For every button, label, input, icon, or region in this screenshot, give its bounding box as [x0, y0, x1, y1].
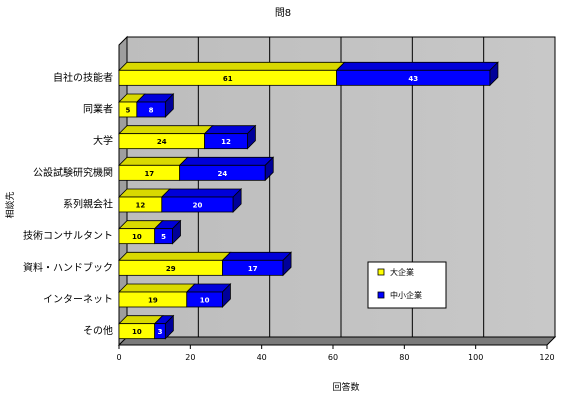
legend-label: 中小企業 — [390, 290, 422, 300]
data-label: 10 — [200, 297, 210, 305]
data-label: 5 — [125, 107, 130, 115]
bar-side — [164, 93, 174, 118]
bar-side — [232, 188, 242, 213]
data-label: 10 — [132, 233, 142, 241]
data-label: 3 — [158, 328, 163, 336]
bar-side — [489, 61, 499, 87]
bar-large-7: 19 — [118, 283, 196, 308]
data-label: 24 — [157, 138, 167, 146]
bar-large-3: 17 — [118, 156, 189, 181]
bar-large-8: 10 — [118, 315, 164, 340]
data-label: 61 — [223, 75, 233, 83]
bar-large-4: 12 — [118, 188, 171, 213]
x-axis-label: 回答数 — [332, 381, 359, 393]
bar-large-6: 29 — [118, 251, 232, 276]
data-label: 17 — [144, 170, 154, 178]
tick-label: 0 — [116, 353, 121, 362]
bar-top — [221, 251, 293, 261]
data-label: 29 — [166, 265, 176, 273]
x-tick-labels: 0 20 40 60 80 100 120 — [116, 345, 555, 362]
bar-side — [222, 283, 231, 308]
bar-sme-5: 5 — [153, 219, 182, 245]
data-label: 24 — [218, 170, 228, 178]
bar-side — [164, 314, 174, 340]
bar-sme-2: 12 — [203, 124, 257, 150]
data-label: 43 — [408, 75, 418, 83]
category-label: 大学 — [93, 134, 113, 147]
bar-top — [335, 61, 499, 71]
data-label: 8 — [149, 107, 154, 115]
data-label: 17 — [248, 265, 258, 273]
bar-top — [160, 188, 243, 198]
bar-top — [118, 283, 196, 293]
category-label: 公設試験研究機関 — [33, 166, 113, 179]
category-label: 資料・ハンドブック — [23, 261, 113, 274]
floor — [117, 336, 557, 346]
category-label: 同業者 — [83, 103, 113, 116]
legend-label: 大企業 — [390, 267, 414, 277]
chart-title: 問8 — [275, 7, 291, 19]
bar-top — [203, 125, 257, 135]
legend-swatch — [377, 268, 385, 276]
data-label: 12 — [136, 202, 146, 210]
bar-top — [118, 125, 214, 135]
bar-large-0: 61 — [118, 61, 346, 86]
data-label: 19 — [148, 297, 158, 305]
plot-area: 61 43 5 8 24 12 17 24 12 20 10 5 29 17 19 10 10 3 — [117, 35, 557, 347]
bar-large-2: 24 — [118, 125, 214, 150]
bar-top — [118, 188, 171, 198]
data-label: 5 — [161, 233, 166, 241]
category-labels: 自社の技能者同業者大学公設試験研究機関系列親会社技術コンサルタント資料・ハンドブ… — [23, 71, 113, 337]
bar-sme-1: 8 — [135, 93, 175, 118]
bar-side — [246, 124, 256, 150]
bar-sme-4: 20 — [160, 188, 243, 213]
category-label: 技術コンサルタント — [23, 229, 113, 242]
category-label: 自社の技能者 — [53, 71, 113, 84]
category-label: その他 — [83, 324, 113, 337]
tick-label: 80 — [399, 353, 409, 362]
tick-label: 60 — [328, 353, 338, 362]
data-label: 12 — [221, 138, 231, 146]
bar-sme-8: 3 — [153, 314, 175, 340]
category-label: 系列親会社 — [63, 198, 113, 211]
bar-sme-0: 43 — [335, 61, 499, 87]
y-axis-label: 相談先 — [4, 191, 16, 218]
tick-label: 120 — [539, 353, 554, 362]
tick-label: 40 — [257, 353, 267, 362]
bar-sme-7: 10 — [185, 283, 232, 308]
bar-side — [172, 219, 181, 245]
bar-top — [118, 61, 346, 71]
category-label: インターネット — [43, 294, 113, 306]
bar-large-5: 10 — [118, 220, 164, 245]
bar-side — [282, 251, 292, 277]
bar-top — [118, 251, 232, 261]
bar-side — [264, 156, 274, 182]
tick-label: 20 — [185, 353, 195, 362]
legend-swatch — [377, 291, 385, 299]
bar-top — [118, 156, 189, 166]
data-label: 20 — [193, 202, 203, 210]
data-label: 10 — [132, 328, 142, 336]
tick-label: 100 — [468, 353, 483, 362]
bar-top — [178, 156, 275, 166]
bar-sme-3: 24 — [178, 156, 275, 182]
bar-sme-6: 17 — [221, 251, 293, 277]
